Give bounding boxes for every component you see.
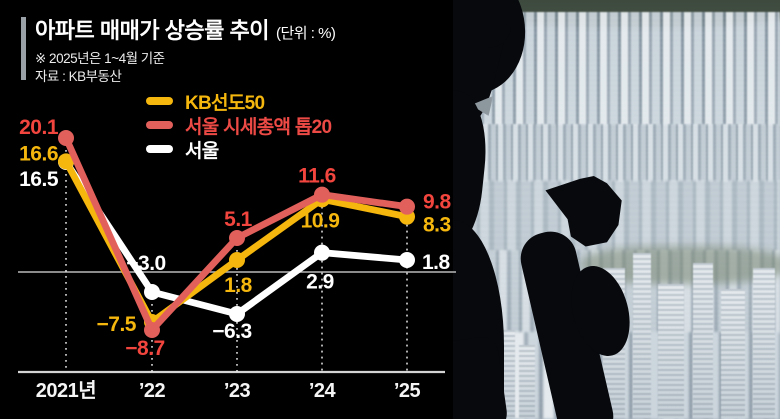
series-top20-value-label: 5.1 — [224, 208, 253, 231]
series-top20-point — [314, 186, 330, 203]
source-label: 자료 : KB부동산 — [35, 69, 122, 84]
title-text: 아파트 매매가 상승률 추이 — [35, 18, 269, 43]
title-accent-bar — [21, 17, 26, 80]
apartment-tower — [693, 263, 713, 419]
series-top20-value-label: 9.8 — [423, 191, 452, 214]
series-top20-value-label: 20.1 — [19, 116, 59, 139]
series-top20-value-label: 11.6 — [298, 165, 336, 188]
apartment-tower — [753, 268, 775, 419]
footnote: ※ 2025년은 1~4월 기준 — [35, 51, 165, 66]
series-top20-value-label: −8.7 — [125, 337, 164, 360]
legend-swatch-icon — [146, 121, 173, 129]
series-top20-point — [399, 198, 415, 215]
head-silhouette — [453, 0, 511, 48]
apartment-tower — [633, 253, 651, 419]
series-seoul-point — [144, 284, 160, 301]
legend-swatch-icon — [146, 145, 173, 153]
series-seoul-value-label: −3.0 — [126, 252, 165, 275]
series-top20-point — [229, 229, 245, 246]
series-kb50-point — [229, 251, 245, 268]
x-axis-label: ’24 — [309, 380, 337, 402]
series-kb50-value-label: 1.8 — [224, 274, 253, 297]
x-axis-label: ’23 — [224, 380, 251, 402]
chart-legend: KB선도50 서울 시세총액 톱20 서울 — [146, 89, 332, 162]
legend-item: 서울 시세총액 톱20 — [146, 113, 332, 138]
x-axis-label: ’25 — [394, 380, 421, 402]
legend-item: 서울 — [146, 137, 331, 162]
series-kb50-value-label: 8.3 — [423, 214, 451, 237]
x-axis-label: ’22 — [139, 380, 166, 402]
series-top20-point — [58, 129, 74, 146]
series-kb50-value-label: 10.9 — [301, 209, 340, 232]
series-kb50-value-label: 16.6 — [19, 142, 58, 165]
apartment-tower — [658, 284, 684, 419]
series-seoul-point — [399, 251, 415, 268]
series-seoul-value-label: 1.8 — [422, 251, 451, 274]
apartment-tower — [519, 345, 535, 419]
series-kb50-value-label: −7.5 — [97, 313, 137, 336]
apartment-tower — [721, 289, 745, 419]
building-layer — [453, 124, 780, 182]
legend-label: KB선도50 — [185, 92, 265, 114]
series-seoul-point — [229, 306, 245, 323]
legend-item: KB선도50 — [146, 89, 331, 114]
city-photo — [453, 0, 780, 419]
series-seoul-value-label: 16.5 — [19, 168, 59, 191]
line-chart: 2021년 ’22 ’23 ’24 ’25 16.6 −7.5 1.8 10.9 8.3 20.1 −… — [18, 116, 456, 402]
x-axis-label: 2021년 — [36, 379, 96, 402]
series-kb50-point — [58, 153, 74, 170]
series-seoul-value-label: −6.3 — [212, 320, 251, 343]
series-seoul-value-label: 2.9 — [306, 271, 334, 294]
legend-label: 서울 — [185, 140, 219, 162]
legend-label: 서울 시세총액 톱20 — [185, 116, 332, 138]
series-seoul-point — [314, 244, 330, 261]
page-title: 아파트 매매가 상승률 추이 (단위 : %) — [35, 13, 336, 45]
legend-swatch-icon — [146, 97, 173, 105]
unit-label: (단위 : %) — [275, 25, 336, 42]
series-top20-point — [144, 322, 160, 339]
